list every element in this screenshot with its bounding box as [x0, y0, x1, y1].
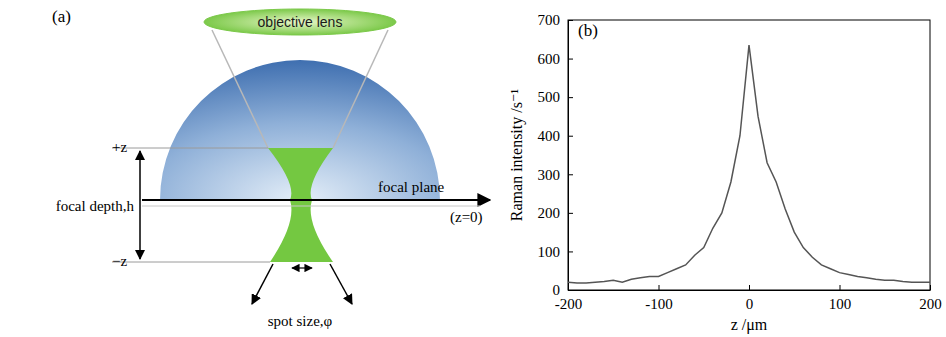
y-axis-line — [568, 21, 569, 291]
focal-plane-shadow — [142, 206, 480, 207]
y-tick-label: 100 — [538, 244, 561, 260]
spot-size-label: spot size,φ — [268, 313, 333, 329]
focal-plane-label: focal plane — [378, 179, 445, 195]
y-tick: 200 — [538, 205, 574, 221]
y-tick: 500 — [538, 89, 574, 105]
y-tick-label: 600 — [538, 51, 561, 67]
minus-z-label: −z — [112, 253, 127, 269]
spot-pointer — [330, 264, 352, 304]
focal-plane-z-label: (z=0) — [450, 209, 483, 226]
x-axis: -200-1000100200 — [555, 285, 942, 312]
focal-plane-line — [142, 199, 490, 201]
minus-z-line — [112, 262, 270, 263]
panel-b: -200-10001002000100200300400500600700(b)… — [508, 12, 942, 334]
y-axis: 0 100 200 300 400 500 600 700 — [538, 12, 574, 298]
y-tick-mark — [568, 97, 573, 98]
y-tick-mark — [568, 213, 573, 214]
spot-size-arrow — [292, 267, 312, 268]
cone-line — [212, 30, 268, 148]
x-tick: 0 — [746, 285, 754, 312]
plot-frame — [568, 20, 930, 290]
y-tick-mark — [568, 174, 573, 175]
x-tick-label: 200 — [919, 296, 942, 312]
spot-pointer — [252, 264, 273, 304]
x-tick-label: -100 — [645, 296, 673, 312]
plus-z-line — [112, 148, 268, 149]
y-tick: 100 — [538, 244, 574, 260]
y-tick-mark — [568, 59, 573, 60]
panel-label: (a) — [52, 7, 71, 26]
y-tick-mark — [568, 20, 573, 21]
x-tick-mark — [659, 285, 660, 290]
y-tick-mark — [568, 251, 573, 252]
x-tick: 200 — [919, 285, 942, 312]
objective-lens — [204, 9, 396, 35]
y-tick-label: 200 — [538, 205, 561, 221]
y-axis-title: Raman intensity /s⁻¹ — [508, 89, 526, 222]
focal-volume — [268, 148, 333, 262]
lens-label: objective lens — [258, 14, 343, 30]
y-tick: 300 — [538, 167, 574, 183]
panel-a: (a) objective lens +z −z focal depth,h focal … — [52, 7, 490, 329]
y-tick-mark — [568, 290, 573, 291]
cone-line — [333, 30, 388, 148]
focal-depth-arrow — [139, 151, 141, 259]
y-tick-label: 300 — [538, 167, 561, 183]
data-line — [568, 45, 930, 283]
y-tick: 600 — [538, 51, 574, 67]
x-axis-line — [569, 290, 931, 291]
y-tick: 400 — [538, 128, 574, 144]
y-tick-mark — [568, 136, 573, 137]
x-tick-mark — [749, 285, 750, 290]
y-tick: 0 — [553, 282, 574, 298]
x-tick: -100 — [645, 285, 673, 312]
x-tick: 100 — [829, 285, 852, 312]
x-tick-mark — [930, 285, 931, 290]
y-tick-label: 500 — [538, 89, 561, 105]
x-axis-title: z /μm — [731, 316, 768, 334]
y-tick-label: 400 — [538, 128, 561, 144]
focal-depth-label: focal depth,h — [56, 198, 135, 214]
x-tick-label: 0 — [746, 296, 754, 312]
y-tick-label: 700 — [538, 12, 561, 28]
y-tick-label: 0 — [553, 282, 561, 298]
x-tick-mark — [840, 285, 841, 290]
plot-area — [568, 45, 930, 283]
x-tick-label: 100 — [829, 296, 852, 312]
figure: (a) objective lens +z −z focal depth,h focal … — [0, 0, 946, 337]
y-tick: 700 — [538, 12, 574, 28]
chart-title: (b) — [578, 21, 598, 40]
plus-z-label: +z — [112, 139, 127, 155]
